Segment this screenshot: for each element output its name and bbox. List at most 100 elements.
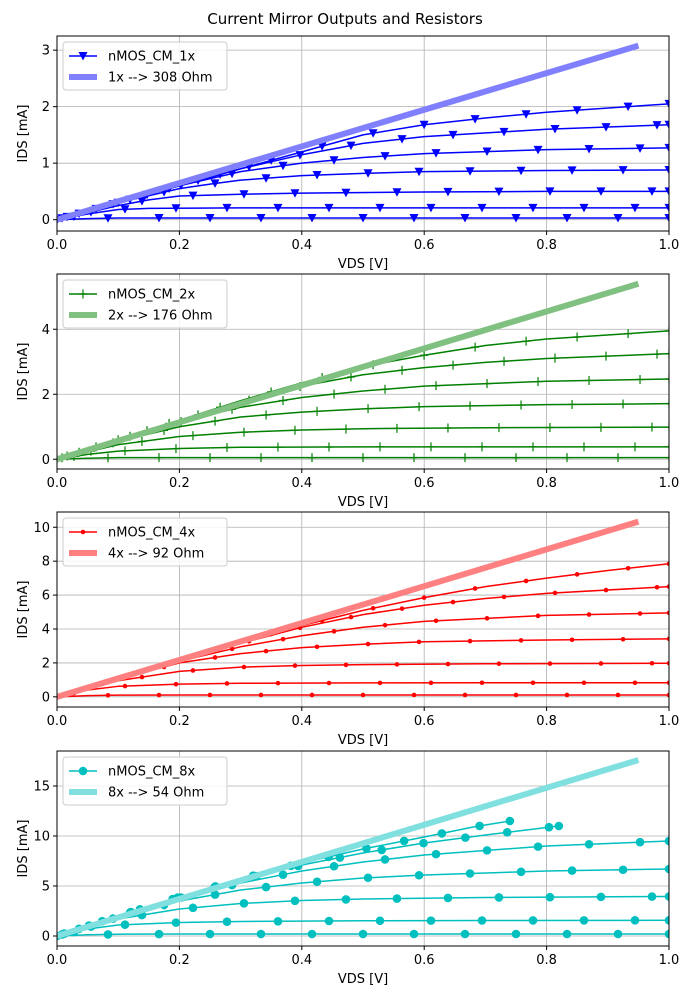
data-point [411, 692, 417, 698]
data-point [375, 203, 385, 213]
x-axis-label: VDS [V] [338, 257, 388, 272]
data-point [273, 442, 282, 452]
data-point [380, 855, 390, 864]
data-point [567, 166, 577, 175]
data-point [443, 893, 453, 903]
data-point [314, 644, 320, 650]
plot-area [57, 757, 669, 941]
data-point [496, 661, 502, 667]
data-point [547, 661, 553, 666]
data-point [210, 179, 220, 188]
data-point [358, 929, 368, 939]
data-point [409, 214, 419, 223]
data-point [618, 166, 628, 175]
data-point [528, 916, 538, 925]
data-point [647, 422, 656, 432]
data-point [554, 821, 564, 831]
data-point [665, 422, 669, 432]
data-point [360, 692, 366, 698]
x-tick-label: 1.0 [659, 953, 680, 968]
data-point [381, 384, 390, 394]
data-point [579, 442, 588, 452]
data-point [603, 587, 609, 593]
x-tick-label: 0.8 [536, 714, 557, 729]
data-point [482, 147, 492, 157]
y-tick-label: 10 [33, 830, 50, 845]
data-point [426, 442, 435, 452]
data-point [171, 204, 181, 213]
data-point [545, 422, 554, 432]
data-point [239, 899, 249, 908]
data-point [460, 214, 470, 223]
data-point [414, 870, 424, 880]
data-point [484, 616, 490, 621]
data-point [666, 692, 669, 698]
data-point [450, 599, 456, 605]
x-tick-label: 1.0 [659, 714, 680, 729]
y-axis-label: IDS [mA] [16, 343, 31, 401]
data-point [443, 187, 453, 197]
series-curve-2 [57, 207, 669, 221]
data-point [618, 865, 628, 875]
subplots: 0.0 0.2 0.4 0.6 0.8 1.0 0 1 2 3 VDS [V] IDS [mA] nMO… [16, 35, 680, 985]
data-point [341, 188, 351, 198]
y-tick-label: 0 [42, 690, 50, 705]
data-point [512, 453, 520, 463]
data-point [461, 453, 469, 463]
y-tick-label: 2 [42, 100, 50, 115]
data-point [494, 187, 504, 197]
data-point [368, 129, 378, 138]
data-point [664, 187, 669, 196]
data-point [630, 203, 640, 213]
data-point [308, 453, 316, 463]
series-curve-3 [57, 190, 669, 221]
legend-marker [78, 52, 88, 61]
data-point [278, 870, 288, 879]
data-point [613, 214, 623, 223]
data-point [377, 845, 387, 855]
x-tick-label: 0.0 [47, 238, 68, 253]
x-tick-label: 0.2 [169, 714, 190, 729]
legend: nMOS_CM_8x 8x --> 54 Ohm [62, 756, 228, 806]
data-point [263, 648, 269, 654]
data-point [625, 565, 631, 571]
legend: nMOS_CM_1x 1x --> 308 Ohm [62, 41, 228, 91]
data-point [414, 167, 424, 177]
x-tick-label: 0.6 [414, 238, 435, 253]
data-point [443, 423, 452, 433]
data-point [475, 821, 484, 831]
data-point [348, 614, 354, 620]
data-point [222, 917, 232, 927]
data-point [477, 203, 487, 213]
data-point [445, 661, 451, 667]
data-point [517, 400, 526, 410]
data-point [120, 446, 129, 456]
data-point [500, 356, 509, 366]
data-point [614, 453, 622, 463]
data-point [229, 646, 235, 652]
legend: nMOS_CM_2x 2x --> 176 Ohm [62, 279, 228, 329]
data-point [426, 203, 436, 213]
plot-area [57, 280, 669, 464]
data-point [324, 203, 334, 213]
y-tick-label: 2 [42, 656, 50, 671]
y-tick-label: 4 [42, 323, 50, 338]
data-point [171, 444, 180, 454]
data-point [421, 595, 427, 600]
data-point [501, 594, 507, 600]
data-point [257, 453, 265, 463]
data-point [466, 401, 475, 411]
data-point [550, 124, 560, 134]
data-point [419, 120, 429, 130]
data-point [358, 214, 368, 223]
y-tick-label: 8 [42, 555, 50, 570]
x-tick-label: 0.6 [414, 714, 435, 729]
data-point [365, 641, 371, 647]
x-axis-label: VDS [V] [338, 495, 388, 510]
data-point [222, 203, 232, 213]
data-point [312, 171, 322, 180]
x-tick-label: 0.6 [414, 953, 435, 968]
data-point [312, 877, 322, 887]
data-point [279, 395, 288, 405]
data-point [620, 636, 626, 642]
